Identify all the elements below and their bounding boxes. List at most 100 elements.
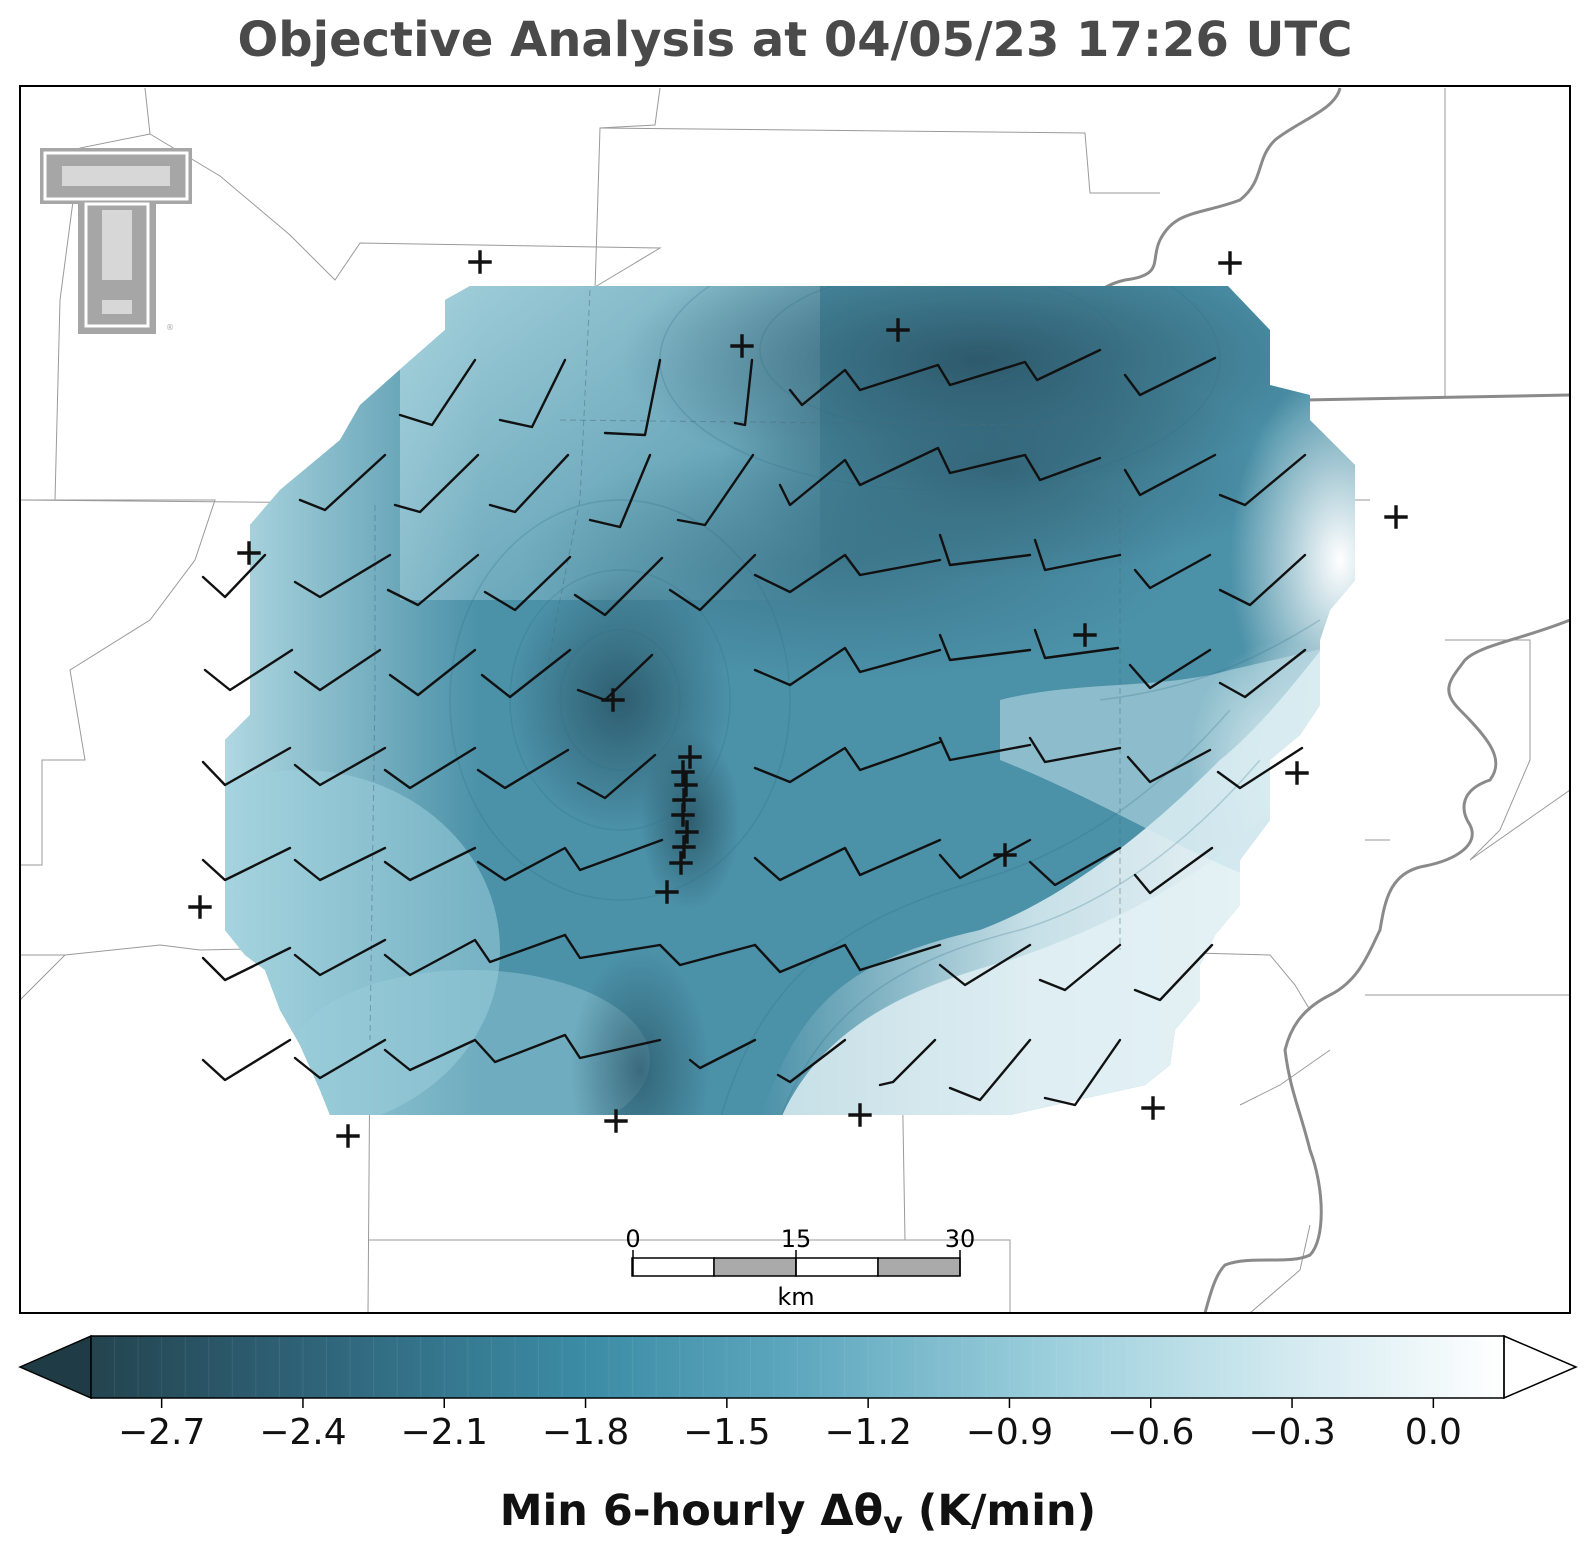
wind-barbs [201, 348, 1307, 1107]
map-frame [19, 85, 1571, 1314]
wind-barb [668, 553, 757, 612]
colorbar-tick-label: −0.6 [1107, 1412, 1194, 1453]
wind-barb [201, 946, 292, 982]
wind-barb [603, 358, 662, 437]
wind-barb [778, 446, 1102, 507]
wind-barb [201, 846, 292, 882]
wind-barb [1128, 648, 1212, 690]
station-marker [1384, 505, 1408, 529]
station-marker [336, 1124, 360, 1148]
wind-barb [733, 358, 754, 427]
svg-text:®: ® [166, 323, 174, 332]
wind-barb [576, 753, 657, 800]
wind-barb [293, 648, 382, 692]
wind-barb [1218, 648, 1307, 699]
wind-barb [1218, 553, 1307, 607]
colorbar-tick-label: −0.3 [1248, 1412, 1335, 1453]
station-marker [1073, 623, 1097, 647]
scale-label-0: 0 [625, 1225, 640, 1253]
wind-barb [201, 1038, 292, 1082]
wind-barb [573, 556, 664, 617]
wind-barb [393, 453, 480, 514]
wind-barb [398, 358, 477, 427]
wind-barb [938, 633, 1032, 662]
wind-barb [476, 838, 664, 882]
wind-barb [938, 736, 1032, 762]
colorbar-tick-label: −2.4 [259, 1412, 346, 1453]
scale-bar: 0 15 30 km [625, 1225, 975, 1311]
wind-barb [201, 746, 292, 787]
wind-barb [1033, 628, 1120, 660]
colorbar-tick-label: −0.9 [966, 1412, 1053, 1453]
scale-units: km [777, 1283, 814, 1311]
station-marker [601, 688, 625, 712]
wind-barb [293, 938, 387, 977]
wind-barb [383, 1033, 662, 1072]
station-marker [675, 820, 699, 844]
wind-barb [878, 1038, 937, 1087]
station-marker [237, 541, 261, 565]
colorbar-tick-label: −2.7 [118, 1412, 205, 1453]
wind-barb [776, 1038, 847, 1084]
colorbar-tick-label: −1.5 [683, 1412, 770, 1453]
station-marker [1285, 761, 1309, 785]
wind-barb [488, 453, 570, 514]
wind-barb [201, 553, 267, 599]
colorbar-label: Min 6-hourly Δθv (K/min) [500, 1486, 1096, 1541]
wind-barb [753, 646, 942, 687]
wind-barb [386, 553, 480, 607]
colorbar-gradient [91, 1336, 1504, 1398]
wind-barb [480, 648, 572, 699]
wind-barb [753, 740, 942, 784]
wind-barb [948, 1038, 1032, 1102]
wind-barb [298, 453, 387, 512]
wind-barb [476, 748, 570, 790]
wind-barb [1123, 356, 1217, 397]
wind-barb [383, 746, 477, 790]
station-marker [886, 318, 910, 342]
texas-tech-logo: ® [40, 148, 192, 334]
station-marker [669, 851, 693, 875]
station-marker [848, 1103, 872, 1127]
colorbar-tick-label: −1.8 [542, 1412, 629, 1453]
colorbar-tick-label: −1.2 [824, 1412, 911, 1453]
wind-barb [483, 555, 572, 612]
wind-barb [383, 933, 567, 977]
station-marker [188, 895, 212, 919]
colorbar-ticks: −2.7 −2.4 −2.1 −1.8 −1.5 −1.2 −0.9 −0.6 −0.3 0.0 [118, 1398, 1462, 1453]
wind-barb [1216, 746, 1304, 790]
wind-barb [1218, 453, 1307, 507]
station-marker [1218, 251, 1242, 275]
wind-barb [1123, 453, 1217, 497]
station-marker [671, 803, 695, 827]
wind-barb [498, 358, 567, 429]
station-markers [188, 250, 1408, 1148]
colorbar-bands [114, 1337, 1481, 1397]
wind-barb [1133, 553, 1212, 590]
station-marker [674, 773, 698, 797]
wind-barb [293, 746, 387, 787]
wind-barb [753, 553, 942, 594]
wind-barb [1133, 846, 1214, 895]
colorbar-extend-min [18, 1334, 92, 1400]
wind-barb [563, 933, 757, 967]
wind-barb [788, 348, 1102, 407]
station-marker [1141, 1096, 1165, 1120]
scale-label-15: 15 [781, 1225, 812, 1253]
wind-barb [1043, 1038, 1122, 1107]
wind-barb [753, 943, 942, 974]
wind-barb [676, 453, 755, 527]
station-marker [730, 334, 754, 358]
wind-barb [1028, 736, 1122, 764]
wind-barb [1033, 538, 1122, 572]
colorbar-extend-max [1503, 1334, 1578, 1400]
colorbar: −2.7 −2.4 −2.1 −1.8 −1.5 −1.2 −0.9 −0.6 −0.3 0.0 … [18, 1334, 1578, 1541]
station-marker [655, 880, 679, 904]
station-marker [678, 745, 702, 769]
station-marker [468, 250, 492, 274]
scale-label-30: 30 [945, 1225, 976, 1253]
station-marker [671, 760, 695, 784]
wind-barb [1126, 748, 1212, 784]
station-marker [993, 843, 1017, 867]
